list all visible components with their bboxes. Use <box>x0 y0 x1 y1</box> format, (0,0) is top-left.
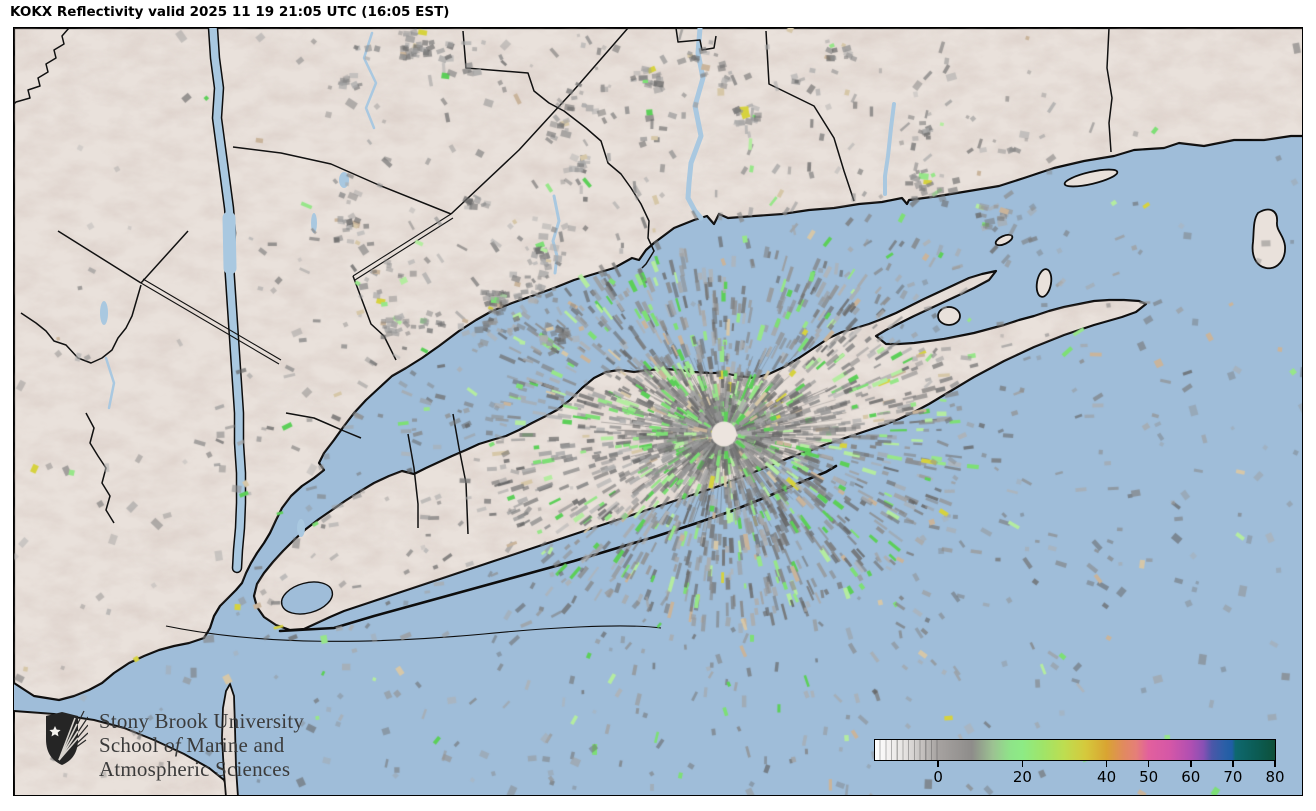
colorbar-tick <box>1232 761 1234 767</box>
map-frame: Stony Brook University School of Marine … <box>13 27 1303 796</box>
colorbar-discrete-stripes <box>875 740 941 760</box>
university-branding: Stony Brook University School of Marine … <box>44 709 304 781</box>
colorbar-tick-label: 0 <box>933 768 943 786</box>
colorbar-tick <box>1021 761 1024 767</box>
colorbar-tick-label: 60 <box>1181 768 1201 786</box>
colorbar-tick <box>1189 761 1192 767</box>
branding-line-2: School of Marine and <box>99 733 285 757</box>
colorbar-gradient <box>875 740 1275 760</box>
branding-text: Stony Brook University School of Marine … <box>99 709 304 781</box>
reflectivity-colorbar: 0 20 40 50 60 70 80 <box>874 739 1285 786</box>
colorbar-tick-label: 70 <box>1223 768 1243 786</box>
colorbar-tick <box>1105 761 1108 767</box>
colorbar-tick <box>1147 761 1150 767</box>
university-shield-icon <box>46 710 88 765</box>
colorbar-tick-label: 80 <box>1265 768 1285 786</box>
colorbar-tick-label: 40 <box>1097 768 1117 786</box>
page-title: KOKX Reflectivity valid 2025 11 19 21:05… <box>10 4 450 20</box>
branding-line-1: Stony Brook University <box>99 709 305 733</box>
radar-echo-canvas <box>14 28 1302 795</box>
shield-star <box>49 726 61 737</box>
colorbar-tick <box>1274 761 1276 767</box>
colorbar-tick-label: 20 <box>1012 768 1032 786</box>
branding-line-3: Atmospheric Sciences <box>99 757 291 781</box>
colorbar-tick-label: 50 <box>1139 768 1159 786</box>
colorbar-tick <box>937 761 939 767</box>
